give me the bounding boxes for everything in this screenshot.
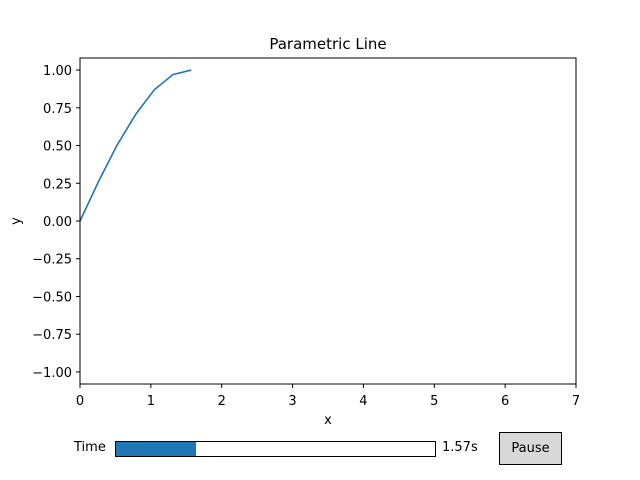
x-tick-label: 4 bbox=[359, 394, 367, 409]
x-axis-ticks: 0 1 2 3 4 5 6 7 bbox=[76, 384, 580, 409]
time-slider-label: Time bbox=[74, 440, 106, 455]
y-tick-label: −0.50 bbox=[32, 290, 72, 305]
time-slider[interactable] bbox=[115, 441, 436, 457]
y-tick-label: −1.00 bbox=[32, 366, 72, 381]
parametric-line-chart: Parametric Line 0 1 2 3 4 5 6 7 −1.00 −0.75 −0.50… bbox=[9, 35, 580, 428]
x-tick-label: 1 bbox=[147, 394, 155, 409]
pause-button[interactable]: Pause bbox=[499, 432, 562, 465]
x-tick-label: 6 bbox=[501, 394, 509, 409]
time-slider-value: 1.57s bbox=[442, 440, 478, 455]
x-axis-label: x bbox=[324, 413, 332, 428]
y-tick-label: −0.75 bbox=[32, 328, 72, 343]
y-axis-label: y bbox=[9, 217, 24, 225]
y-tick-label: 0.00 bbox=[43, 215, 72, 230]
y-tick-label: −0.25 bbox=[32, 253, 72, 268]
x-tick-label: 5 bbox=[430, 394, 438, 409]
x-tick-label: 0 bbox=[76, 394, 84, 409]
x-tick-label: 3 bbox=[288, 394, 296, 409]
y-tick-label: 1.00 bbox=[43, 64, 72, 79]
y-tick-label: 0.50 bbox=[43, 140, 72, 155]
chart-title: Parametric Line bbox=[269, 35, 386, 53]
y-tick-label: 0.75 bbox=[43, 102, 72, 117]
plot-content bbox=[79, 69, 192, 222]
y-axis-ticks: −1.00 −0.75 −0.50 −0.25 0.00 0.25 0.50 0.75 1.00 bbox=[32, 64, 80, 381]
plot-frame bbox=[79, 57, 577, 385]
time-slider-fill[interactable] bbox=[116, 442, 196, 456]
y-tick-label: 0.25 bbox=[43, 177, 72, 192]
series-line bbox=[79, 69, 192, 222]
x-tick-label: 2 bbox=[218, 394, 226, 409]
x-tick-label: 7 bbox=[572, 394, 580, 409]
